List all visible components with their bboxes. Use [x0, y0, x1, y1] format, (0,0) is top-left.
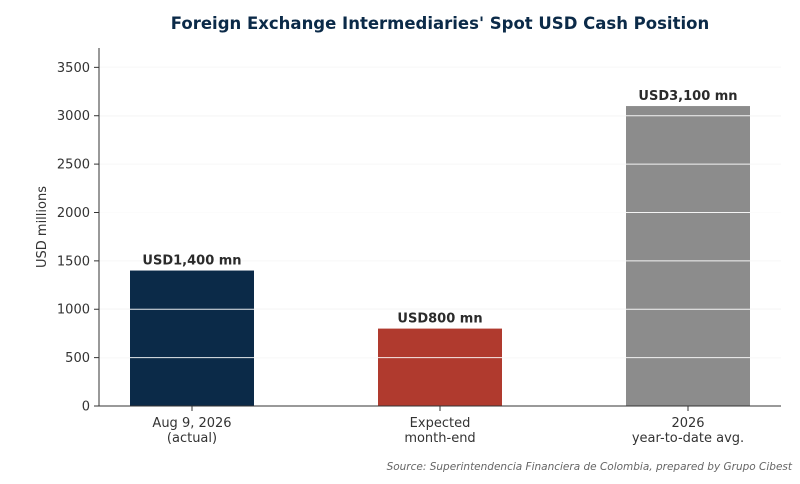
x-tick-label: year-to-date avg. — [632, 431, 744, 446]
bar — [378, 328, 502, 406]
y-tick-label: 3500 — [57, 61, 90, 76]
x-tick-label: Aug 9, 2026 — [152, 416, 231, 431]
y-axis-label: USD millions — [35, 186, 50, 268]
x-tick-label: (actual) — [167, 431, 217, 446]
x-tick-label: month-end — [404, 431, 475, 446]
bar-value-label: USD800 mn — [397, 312, 482, 327]
bar-value-label: USD3,100 mn — [638, 89, 737, 104]
bar — [626, 106, 750, 407]
y-tick-label: 3000 — [57, 109, 90, 124]
y-tick-label: 1500 — [57, 254, 90, 269]
bar — [130, 270, 254, 406]
y-tick-label: 1000 — [57, 303, 90, 318]
source-note: Source: Superintendencia Financiera de C… — [387, 461, 793, 473]
data-labels: USD1,400 mn USD800 mn USD3,100 mn — [142, 89, 737, 327]
x-tick-label: Expected — [410, 416, 471, 431]
y-tick-label: 0 — [82, 400, 90, 415]
bar-gridline-overlay — [99, 66, 781, 359]
y-tick-label: 500 — [65, 351, 90, 366]
x-tick-label: 2026 — [671, 416, 704, 431]
y-tick-label: 2000 — [57, 206, 90, 221]
bars — [130, 106, 750, 407]
chart-title: Foreign Exchange Intermediaries' Spot US… — [171, 14, 709, 33]
bar-value-label: USD1,400 mn — [142, 254, 241, 269]
y-tick-label: 2500 — [57, 158, 90, 173]
axes: 0 500 1000 1500 2000 2500 3000 3500 Aug 9, 2026(… — [57, 48, 781, 446]
